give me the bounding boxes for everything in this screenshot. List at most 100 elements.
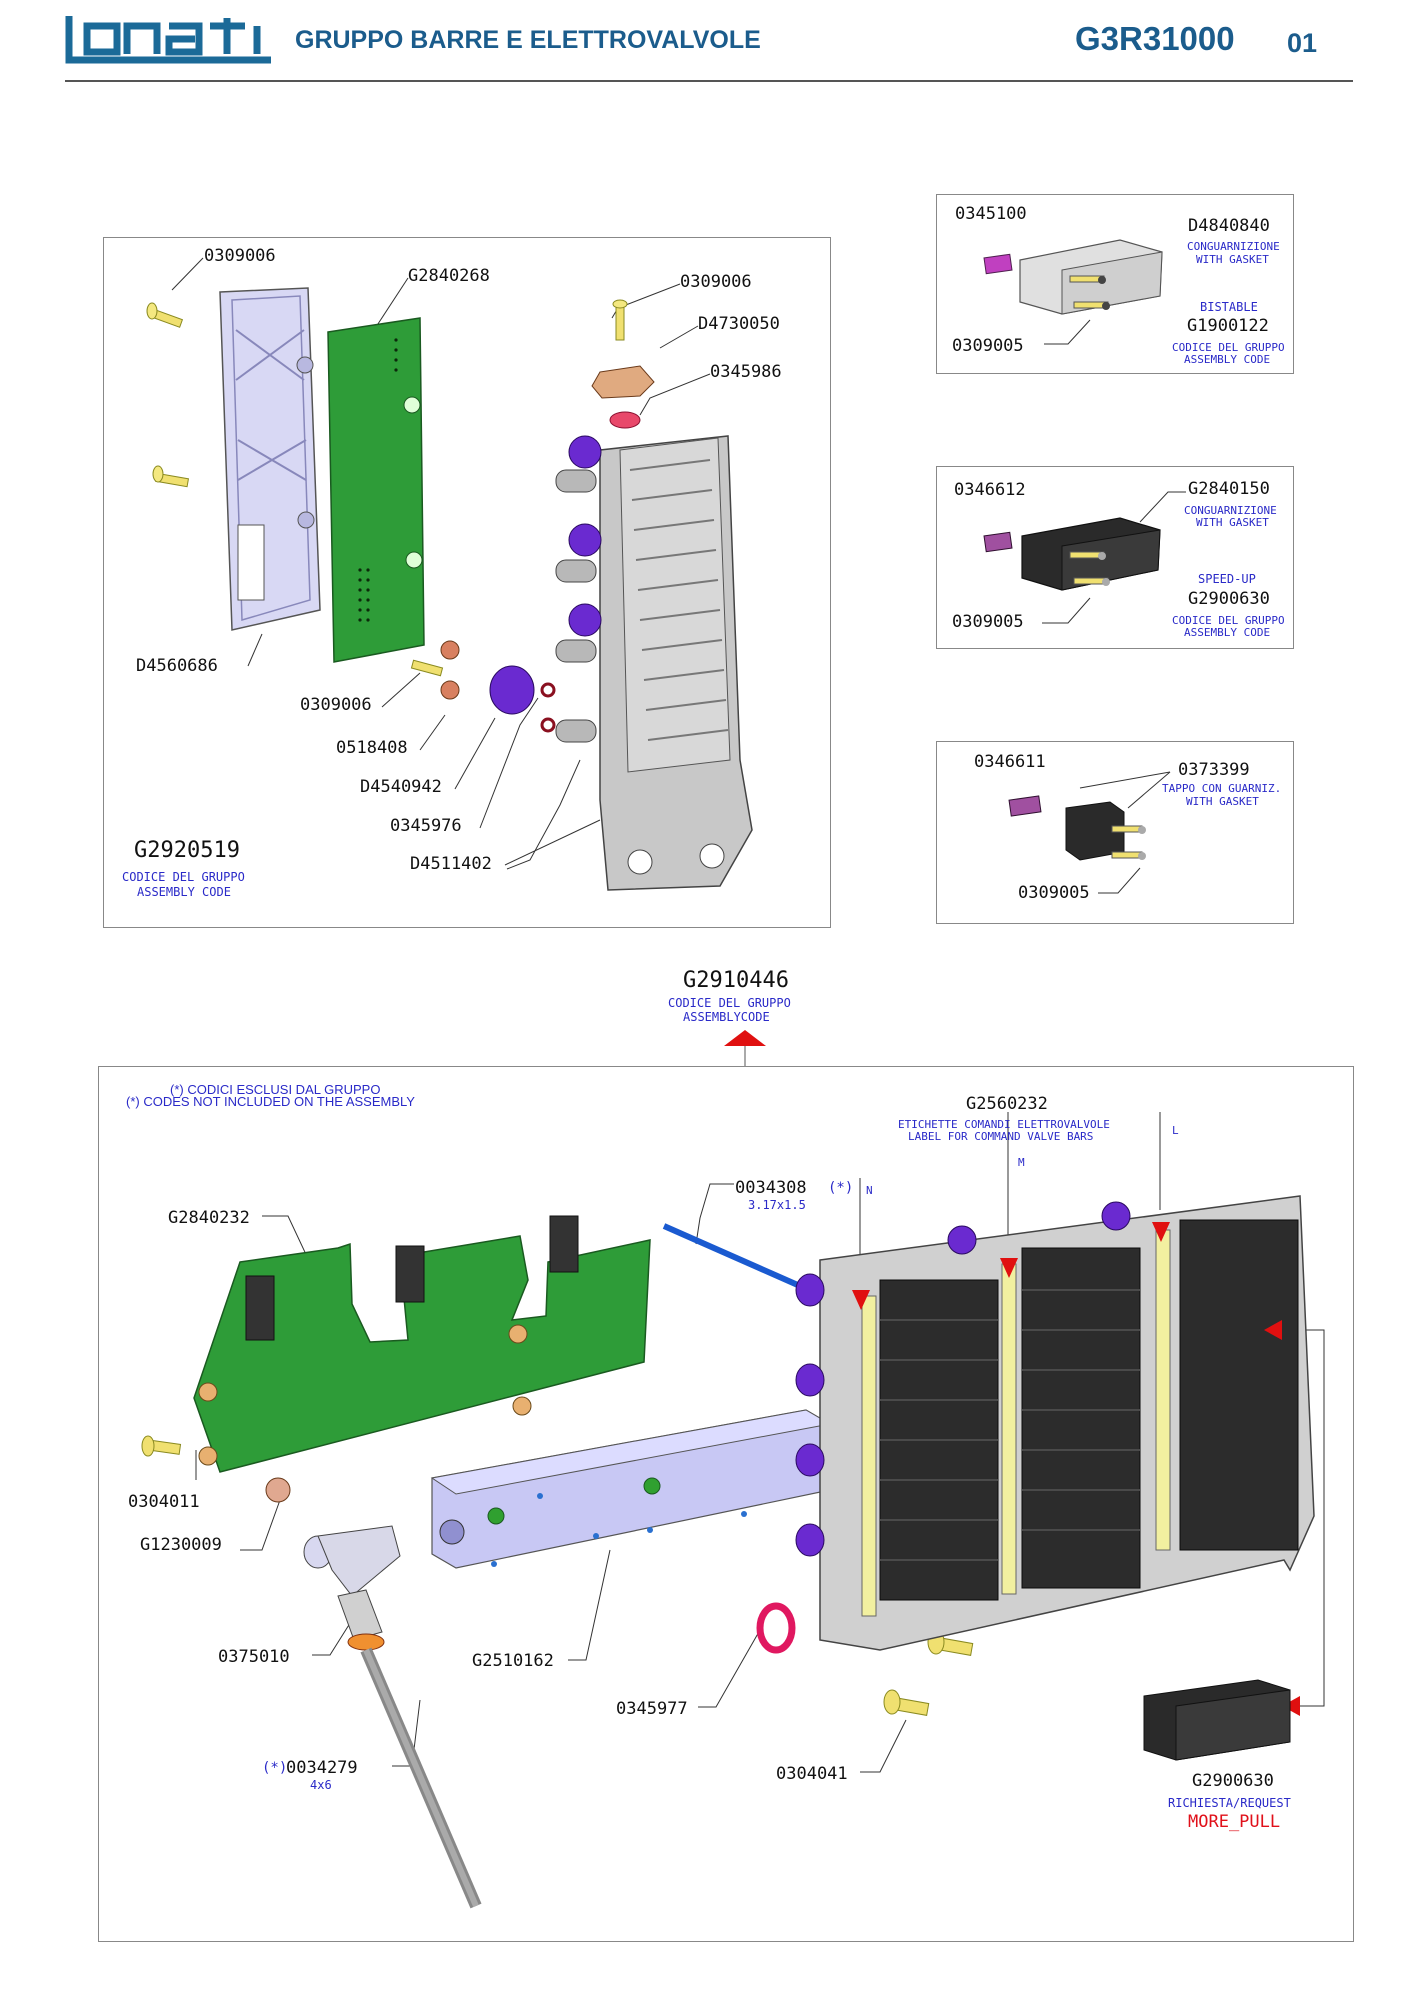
part-label: D4511402 [410, 854, 492, 874]
label-strip-icon [861, 1295, 877, 1617]
note-en: WITH GASKET [1186, 795, 1259, 808]
excluded-note-en: (*) CODES NOT INCLUDED ON THE ASSEMBLY [126, 1094, 415, 1109]
header-code: G3R31000 [1075, 20, 1235, 57]
screw-label: 0309005 [1018, 883, 1090, 903]
logo: lonati [65, 14, 275, 68]
group-note-en: ASSEMBLY CODE [1184, 353, 1271, 366]
part-label: 0304041 [776, 1764, 848, 1784]
part-label: 0034308 [735, 1178, 807, 1198]
group-code: G2900630 [1188, 589, 1270, 609]
washer-icon [265, 1477, 291, 1503]
main-assembly-code: G2910446 [683, 968, 789, 993]
screw-icon [146, 299, 628, 677]
oring-icon [540, 682, 556, 698]
part-label: D4840840 [1188, 216, 1270, 236]
part-label: G2900630 [1192, 1771, 1274, 1791]
screw-label: 0309005 [952, 336, 1024, 356]
fitting-icon [568, 435, 602, 469]
screw-label: 0309005 [952, 612, 1024, 632]
label-note-it: ETICHETTE COMANDI ELETTROVALVOLE [898, 1118, 1110, 1131]
panel-main-assembly [98, 1066, 1354, 1942]
bar-letter-l: L [1172, 1124, 1179, 1137]
note-en: WITH GASKET [1196, 253, 1269, 266]
seal-icon [983, 253, 1013, 275]
part-label: 0345986 [710, 362, 782, 382]
bar-letter-n: N [866, 1184, 873, 1197]
part-label: 0304011 [128, 1492, 200, 1512]
group-note-it: CODICE DEL GRUPPO [1172, 614, 1285, 627]
panel-speed-up [936, 466, 1294, 649]
part-label: 0309006 [204, 246, 276, 266]
tube-icon [662, 1223, 802, 1289]
arrow-down-icon [852, 1290, 870, 1310]
part-label: 0309006 [680, 272, 752, 292]
seal-icon [983, 531, 1013, 553]
note-it: TAPPO CON GUARNIZ. [1162, 782, 1282, 795]
part-label: D4730050 [698, 314, 780, 334]
tube-size: 3.17x1.5 [748, 1198, 806, 1212]
ring-icon [609, 411, 641, 429]
connector-icon [245, 1275, 275, 1341]
fitting-icon [795, 1273, 825, 1307]
oring-icon [756, 1602, 796, 1654]
part-label: 0345100 [955, 204, 1027, 224]
header-page: 01 [1287, 28, 1318, 58]
label-note-en: LABEL FOR COMMAND VALVE BARS [908, 1130, 1094, 1143]
part-label: D4540942 [360, 777, 442, 797]
panel-bar-assembly [103, 237, 831, 928]
header-title: GRUPPO BARRE E ELETTROVALVOLE [295, 26, 761, 54]
standoff-icon [198, 1382, 218, 1402]
main-assembly-note-it: CODICE DEL GRUPPO [668, 996, 791, 1010]
part-label: 0346612 [954, 480, 1026, 500]
valve-type: BISTABLE [1200, 300, 1258, 314]
valve-request: RICHIESTA/REQUEST [1168, 1796, 1291, 1810]
part-label: 0373399 [1178, 760, 1250, 780]
part-label: 0518408 [336, 738, 408, 758]
main-assembly-note-en: ASSEMBLYCODE [683, 1010, 770, 1024]
tube-star: (*) [828, 1180, 854, 1196]
part-label: 0375010 [218, 1647, 290, 1667]
pcb-icon [327, 317, 425, 663]
excluded-note-it: (*) CODICI ESCLUSI DAL GRUPPO [170, 1082, 381, 1097]
assembly-note-it: CODICE DEL GRUPPO [122, 870, 245, 884]
part-label: 0034279 [286, 1758, 358, 1778]
pcb-icon [193, 1235, 651, 1473]
part-label: G2840150 [1188, 479, 1270, 499]
arrow-up-icon [724, 1030, 766, 1046]
note-it: CONGUARNIZIONE [1187, 240, 1280, 253]
header-divider [65, 80, 1353, 82]
group-code: G1900122 [1187, 316, 1269, 336]
part-label: G1230009 [140, 1535, 222, 1555]
valve-type: SPEED-UP [1198, 572, 1256, 586]
part-label: G2840268 [408, 266, 490, 286]
assembly-code: G2920519 [134, 838, 240, 863]
part-label: D4560686 [136, 656, 218, 676]
group-note-en: ASSEMBLY CODE [1184, 626, 1271, 639]
tube2-size: 4x6 [310, 1778, 332, 1792]
part-label: G2510162 [472, 1651, 554, 1671]
part-label: G2560232 [966, 1094, 1048, 1114]
note-it: CONGUARNIZIONE [1184, 504, 1277, 517]
panel-cap [936, 741, 1294, 924]
arrow-left-icon [1264, 1320, 1282, 1340]
assembly-note-en: ASSEMBLY CODE [137, 885, 231, 899]
fitting-icon [303, 1525, 401, 1651]
nut-icon [591, 365, 655, 399]
part-label: 0345976 [390, 816, 462, 836]
tube2-star: (*) [262, 1760, 288, 1776]
note-en: WITH GASKET [1196, 516, 1269, 529]
part-label: 0309006 [300, 695, 372, 715]
seal-icon [1008, 795, 1042, 817]
part-label: 0346611 [974, 752, 1046, 772]
bar-letter-m: M [1018, 1156, 1025, 1169]
group-note-it: CODICE DEL GRUPPO [1172, 341, 1285, 354]
valve-more-pull: MORE_PULL [1188, 1812, 1281, 1832]
part-label: G2840232 [168, 1208, 250, 1228]
part-label: 0345977 [616, 1699, 688, 1719]
panel-bistable [936, 194, 1294, 374]
